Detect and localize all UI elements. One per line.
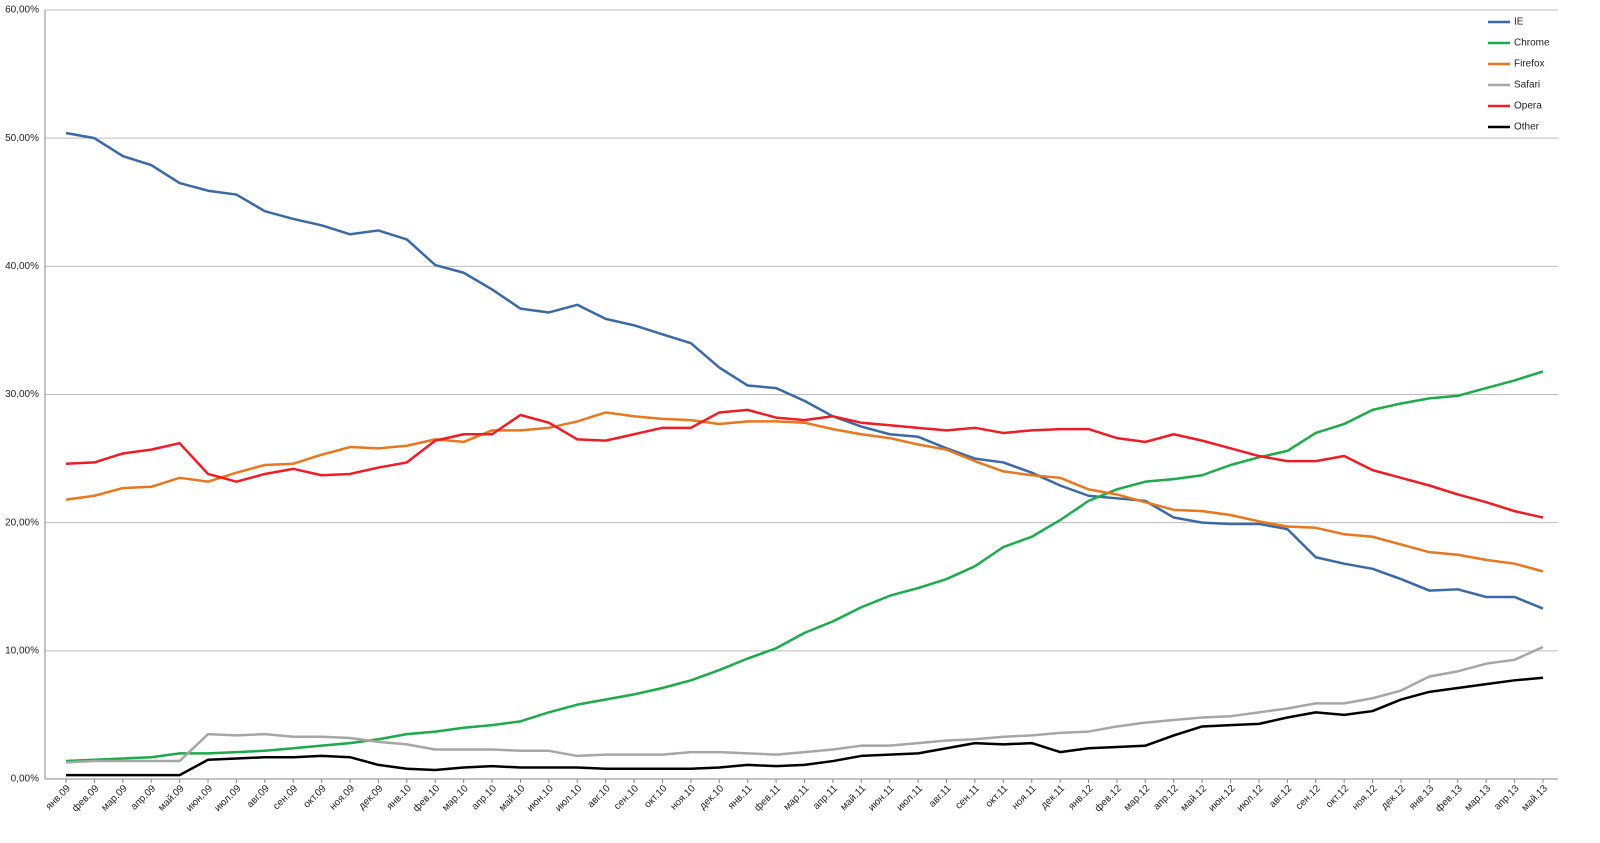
- x-tick-label: янв.10: [385, 783, 414, 812]
- legend-label: Chrome: [1514, 38, 1550, 49]
- x-tick-label: дек.09: [357, 783, 386, 812]
- series-line: [66, 676, 1544, 777]
- x-tick-label: дек.12: [1379, 783, 1408, 812]
- x-tick-label: июн.09: [184, 783, 215, 814]
- y-tick-label: 50,00%: [5, 133, 39, 144]
- x-tick-label: июл.09: [213, 783, 244, 814]
- x-tick-label: апр.13: [1492, 783, 1522, 813]
- x-tick-label: май.10: [497, 783, 528, 814]
- x-tick-label: фев.09: [70, 782, 102, 814]
- y-tick-label: 30,00%: [5, 389, 39, 400]
- y-tick-label: 20,00%: [5, 517, 39, 528]
- x-tick-label: янв.09: [44, 783, 73, 812]
- legend-label: Safari: [1514, 80, 1540, 91]
- x-tick-label: дек.11: [1039, 783, 1068, 812]
- series-line: [65, 370, 1544, 763]
- x-tick-label: фев.12: [1092, 782, 1124, 814]
- x-tick-label: авг.11: [927, 783, 954, 810]
- series-line: [65, 131, 1544, 610]
- x-tick-label: дек.10: [698, 783, 727, 812]
- x-tick-label: янв.12: [1066, 783, 1095, 812]
- x-tick-label: июн.11: [866, 783, 897, 814]
- x-tick-label: мар.09: [99, 783, 130, 814]
- x-tick-label: ноя.09: [328, 783, 358, 813]
- x-tick-label: апр.10: [470, 783, 500, 813]
- legend-label: IE: [1514, 17, 1524, 28]
- y-tick-label: 40,00%: [5, 261, 39, 272]
- x-tick-label: май.11: [838, 783, 868, 813]
- x-tick-label: мар.13: [1463, 783, 1494, 814]
- x-tick-label: мар.10: [440, 783, 471, 814]
- x-tick-label: июн.12: [1207, 783, 1238, 814]
- x-tick-label: фев.10: [410, 782, 442, 814]
- x-tick-label: ноя.10: [669, 783, 699, 813]
- series-line: [65, 411, 1544, 573]
- x-tick-label: апр.09: [129, 783, 159, 813]
- legend-label: Firefox: [1514, 59, 1545, 70]
- x-tick-label: апр.11: [811, 783, 840, 812]
- x-tick-label: май.13: [1520, 783, 1551, 814]
- x-tick-label: сен.11: [953, 783, 982, 812]
- y-tick-label: 0,00%: [11, 774, 39, 785]
- x-tick-label: июл.10: [553, 783, 584, 814]
- x-tick-label: авг.09: [245, 783, 272, 810]
- x-tick-label: сен.12: [1294, 783, 1323, 812]
- x-tick-label: апр.12: [1151, 783, 1181, 813]
- x-tick-label: фев.13: [1433, 782, 1465, 814]
- x-tick-label: июл.11: [895, 783, 926, 814]
- y-tick-label: 60,00%: [5, 5, 39, 16]
- x-tick-label: окт.10: [642, 783, 669, 810]
- series-line: [65, 645, 1544, 764]
- x-tick-label: ноя.12: [1350, 783, 1380, 813]
- x-tick-label: сен.10: [612, 783, 641, 812]
- legend-label: Opera: [1514, 101, 1542, 112]
- x-tick-label: май.12: [1179, 783, 1210, 814]
- x-tick-label: мар.12: [1122, 783, 1153, 814]
- x-tick-label: окт.11: [984, 783, 1011, 810]
- x-tick-label: янв.13: [1407, 783, 1436, 812]
- x-tick-label: сен.09: [271, 783, 300, 812]
- x-tick-label: мар.11: [782, 783, 812, 813]
- legend-label: Other: [1514, 122, 1540, 133]
- x-tick-label: авг.10: [586, 783, 613, 810]
- x-tick-label: окт.09: [301, 783, 328, 810]
- x-tick-label: авг.12: [1267, 783, 1294, 810]
- y-tick-label: 10,00%: [5, 645, 39, 656]
- x-tick-label: окт.12: [1324, 783, 1351, 810]
- series-line: [65, 408, 1544, 519]
- x-tick-label: янв.11: [726, 783, 755, 812]
- x-tick-label: ноя.11: [1010, 783, 1039, 812]
- x-tick-label: июл.12: [1235, 783, 1266, 814]
- x-tick-label: фев.11: [752, 782, 784, 814]
- x-tick-label: май.09: [156, 783, 187, 814]
- x-tick-label: июн.10: [525, 783, 556, 814]
